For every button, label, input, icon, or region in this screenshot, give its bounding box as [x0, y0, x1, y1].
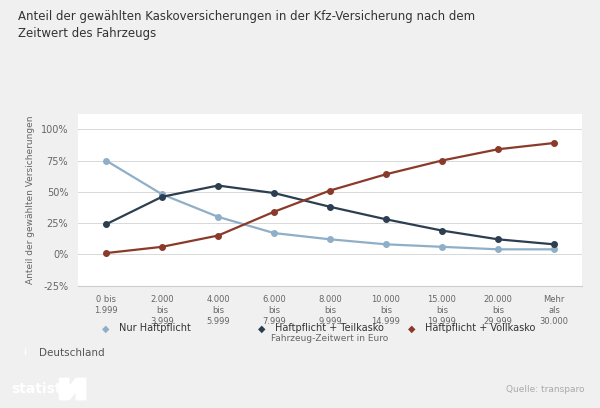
Text: Anteil der gewählten Kaskoversicherungen in der Kfz-Versicherung nach dem
Zeitwe: Anteil der gewählten Kaskoversicherungen…: [18, 10, 475, 40]
Text: ◆: ◆: [408, 324, 416, 333]
Text: ◆: ◆: [102, 324, 110, 333]
Polygon shape: [59, 378, 86, 400]
Text: i: i: [23, 348, 26, 357]
Text: Quelle: transparo: Quelle: transparo: [506, 384, 585, 394]
Y-axis label: Anteil der gewählten Versicherungen: Anteil der gewählten Versicherungen: [26, 116, 35, 284]
Text: Deutschland: Deutschland: [39, 348, 104, 358]
X-axis label: Fahrzeug-Zeitwert in Euro: Fahrzeug-Zeitwert in Euro: [271, 334, 389, 343]
Text: Nur Haftpflicht: Nur Haftpflicht: [119, 324, 191, 333]
Text: Haftpflicht + Teilkasko: Haftpflicht + Teilkasko: [275, 324, 383, 333]
Text: Haftpflicht + Vollkasko: Haftpflicht + Vollkasko: [425, 324, 535, 333]
Text: ◆: ◆: [258, 324, 265, 333]
Text: statista: statista: [11, 382, 71, 396]
